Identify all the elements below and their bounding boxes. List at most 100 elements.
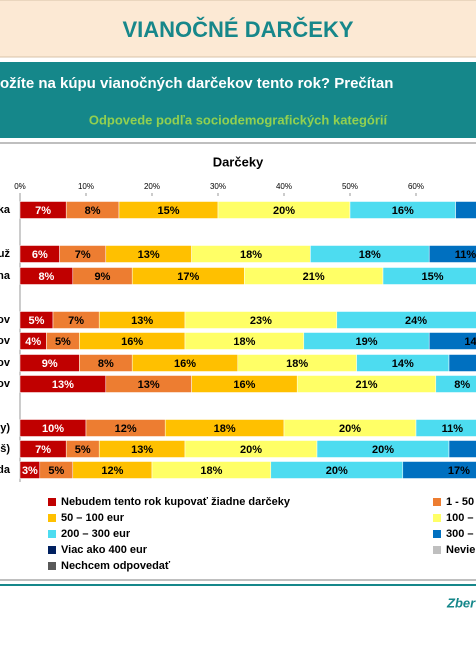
value-label: 14% (464, 336, 476, 348)
value-label: 20% (326, 465, 348, 477)
value-label: 20% (339, 423, 361, 435)
value-label: 15% (157, 205, 179, 217)
x-tick-label: 60% (408, 182, 424, 191)
legend-label: 100 – 200 e (446, 512, 476, 524)
bar-segment (448, 354, 476, 372)
question-band (0, 62, 476, 138)
value-label: 18% (233, 336, 255, 348)
legend-swatch (48, 562, 56, 570)
page-title: VIANOČNÉ DARČEKY (122, 17, 353, 42)
chart-title: Darčeky (213, 154, 264, 169)
legend-label: 1 - 50 eur (446, 496, 476, 508)
bar-segment (455, 201, 476, 219)
value-label: 11% (442, 423, 464, 435)
bar-segment (382, 267, 476, 285)
footer-text: Zber (446, 595, 476, 610)
bar-segment (402, 461, 476, 479)
legend-swatch (433, 530, 441, 538)
legend-label: Nebudem tento rok kupovať žiadne darčeky (61, 496, 291, 508)
value-label: 18% (240, 249, 262, 261)
value-label: 18% (200, 465, 222, 477)
value-label: 9% (42, 358, 58, 370)
value-label: 5% (29, 315, 45, 327)
value-label: 20% (240, 444, 262, 456)
value-label: 24% (405, 315, 427, 327)
value-label: 13% (52, 379, 74, 391)
value-label: 7% (68, 315, 84, 327)
category-label: y) (0, 422, 10, 434)
value-label: 6% (32, 249, 48, 261)
value-label: 16% (392, 205, 414, 217)
value-label: 8% (98, 358, 114, 370)
value-label: 5% (75, 444, 91, 456)
legend-swatch (433, 546, 441, 554)
value-label: 10% (42, 423, 64, 435)
category-label: ov (0, 335, 11, 347)
legend-swatch (433, 498, 441, 506)
bar-segment (428, 332, 476, 350)
value-label: 18% (286, 358, 308, 370)
x-tick-label: 30% (210, 182, 226, 191)
value-label: 8% (38, 271, 54, 283)
category-label: už (0, 248, 10, 260)
value-label: 12% (101, 465, 123, 477)
x-tick-label: 50% (342, 182, 358, 191)
value-label: 7% (35, 444, 51, 456)
value-label: 21% (355, 379, 377, 391)
value-label: 13% (131, 315, 153, 327)
value-label: 17% (448, 465, 470, 477)
value-label: 21% (303, 271, 325, 283)
category-label: ka (0, 204, 11, 216)
value-label: 5% (48, 465, 64, 477)
value-label: 16% (121, 336, 143, 348)
value-label: 15% (421, 271, 443, 283)
category-label: š) (0, 443, 10, 455)
bar-segment (415, 419, 476, 437)
legend-swatch (48, 514, 56, 522)
value-label: 5% (55, 336, 71, 348)
value-label: 8% (85, 205, 101, 217)
bar-segment (336, 311, 476, 329)
subtitle: Odpovede podľa sociodemografických kateg… (89, 112, 388, 127)
legend-label: Nechcem odpovedať (61, 560, 171, 572)
x-tick-label: 10% (78, 182, 94, 191)
legend-label: 200 – 300 eur (61, 528, 131, 540)
value-label: 16% (174, 358, 196, 370)
value-label: 13% (138, 249, 160, 261)
value-label: 14% (392, 358, 414, 370)
value-label: 18% (359, 249, 381, 261)
category-label: na (0, 270, 11, 282)
value-label: 23% (250, 315, 272, 327)
legend-swatch (433, 514, 441, 522)
value-label: 20% (273, 205, 295, 217)
title-banner (0, 0, 476, 58)
value-label: 18% (214, 423, 236, 435)
value-label: 12% (115, 423, 137, 435)
value-label: 19% (355, 336, 377, 348)
legend-label: 50 – 100 eur (61, 512, 125, 524)
value-label: 13% (131, 444, 153, 456)
legend-swatch (48, 546, 56, 554)
bar-segment (448, 440, 476, 458)
value-label: 7% (35, 205, 51, 217)
value-label: 17% (177, 271, 199, 283)
category-label: ov (0, 357, 11, 369)
value-label: 7% (75, 249, 91, 261)
category-label: ov (0, 378, 11, 390)
value-label: 3% (22, 465, 38, 477)
legend-label: 300 – 400 e (446, 528, 476, 540)
value-label: 9% (95, 271, 111, 283)
legend-swatch (48, 530, 56, 538)
value-label: 16% (233, 379, 255, 391)
value-label: 4% (25, 336, 41, 348)
category-label: ov (0, 314, 11, 326)
x-tick-label: 0% (14, 182, 26, 191)
value-label: 13% (138, 379, 160, 391)
question: ožíte na kúpu vianočných darčekov tento … (0, 75, 393, 92)
value-label: 8% (454, 379, 470, 391)
x-tick-label: 40% (276, 182, 292, 191)
bar-segment (435, 375, 476, 393)
bar-segment (428, 245, 476, 263)
